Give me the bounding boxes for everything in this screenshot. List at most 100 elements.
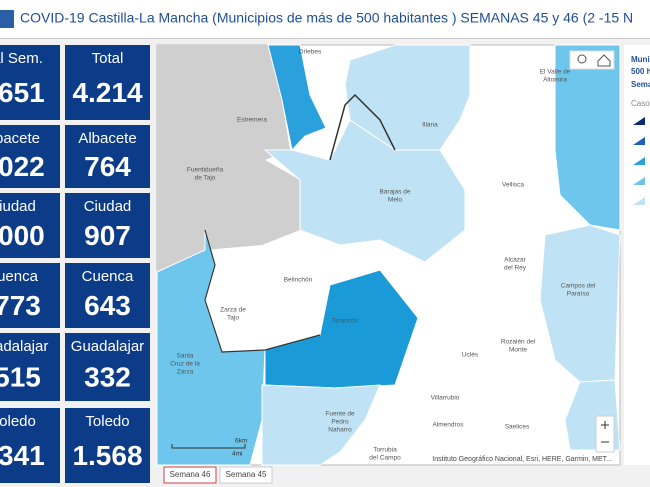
card-label: oledo	[0, 413, 36, 430]
place-label: Belinchón	[284, 277, 313, 284]
card-label: Total	[92, 50, 124, 67]
legend-swatch	[633, 137, 645, 145]
place-label: Driebes	[299, 49, 322, 56]
place-label: Zarza de	[220, 307, 246, 314]
legend-swatch	[633, 177, 645, 185]
header-bar	[0, 0, 650, 38]
legend-swatch	[633, 197, 645, 205]
place-label: Tarancón	[332, 318, 359, 325]
stat-card	[65, 193, 150, 258]
card-value: 764	[84, 151, 131, 182]
card-label: Cuenca	[82, 268, 134, 285]
card-label: uenca	[0, 268, 39, 285]
card-label: al Sem.	[0, 50, 43, 67]
stat-card	[65, 333, 150, 401]
legend-text: Sema	[631, 80, 650, 89]
place-label: Tajo	[227, 315, 239, 322]
legend-panel: Munic 500 h Sema Caso	[624, 45, 650, 465]
card-label: Ciudad	[84, 198, 132, 215]
place-label: Estremera	[237, 117, 267, 124]
place-label: Paraíso	[567, 291, 590, 298]
region-fuente	[261, 384, 381, 466]
card-value: 773	[0, 290, 41, 321]
place-label: Zarza	[177, 369, 194, 376]
card-label: Guadalajar	[71, 338, 144, 355]
place-label: Pedro	[331, 419, 349, 426]
attribution: Instituto Geográfico Nacional, Esri, HER…	[432, 456, 612, 463]
header-title: COVID-19 Castilla-La Mancha (Municipios …	[20, 10, 633, 26]
card-value: .341	[0, 440, 45, 471]
card-label: Albacete	[78, 130, 136, 147]
place-label: Santa	[177, 353, 194, 360]
place-label: Rozalén del	[501, 339, 536, 346]
place-label: Melo	[388, 197, 402, 204]
logo	[0, 10, 14, 28]
place-label: Alcázar	[504, 257, 527, 264]
region-barajas	[263, 119, 466, 263]
place-label: Naharro	[328, 427, 352, 434]
region-gray	[157, 45, 300, 272]
legend-swatch	[633, 117, 645, 125]
place-label: El Valle de	[540, 69, 571, 76]
stat-card	[0, 125, 60, 188]
search-icon[interactable]	[577, 54, 587, 64]
scale-mi: 4mi	[232, 451, 242, 458]
legend-swatch	[633, 157, 645, 165]
place-label: Almendros	[432, 422, 464, 429]
card-value: .651	[0, 77, 45, 108]
region-estremera	[267, 44, 327, 152]
stat-card	[65, 45, 150, 120]
card-label: uadalajar	[0, 338, 48, 355]
place-label: Villarrubio	[431, 395, 460, 402]
zoom-control[interactable]	[595, 415, 615, 453]
legend-text: Caso	[631, 99, 650, 108]
tab[interactable]	[163, 466, 217, 484]
stat-card	[0, 263, 60, 328]
stat-card	[65, 263, 150, 328]
card-label: iudad	[0, 198, 36, 215]
scale-bar	[171, 444, 246, 449]
card-value: .000	[0, 220, 45, 251]
card-value: 4.214	[72, 77, 142, 108]
stat-card	[0, 333, 60, 401]
card-value: 332	[84, 361, 131, 392]
tab-label[interactable]: Semana 46	[170, 470, 211, 479]
place-label: del Rey	[504, 265, 527, 272]
place-label: Saelices	[505, 424, 530, 431]
card-value: 643	[84, 290, 131, 321]
stat-card	[0, 45, 60, 120]
card-value: 1.568	[72, 440, 142, 471]
card-value: 515	[0, 361, 41, 392]
tab[interactable]	[219, 466, 273, 484]
place-label: Cruz de la	[170, 361, 200, 368]
scale-km: 6km	[235, 438, 247, 445]
place-label: Barajas de	[379, 189, 410, 196]
place-label: Campos del	[561, 283, 596, 290]
legend-text: Munic	[631, 55, 650, 64]
place-label: Monte	[509, 347, 527, 354]
legend-bg	[624, 45, 650, 465]
place-label: Vellisca	[502, 182, 524, 189]
legend-text: 500 h	[631, 67, 650, 76]
place-label: Torrubia	[373, 447, 397, 454]
home-icon[interactable]	[597, 54, 611, 67]
stat-card	[65, 408, 150, 483]
stat-card	[0, 408, 60, 483]
place-label: Illana	[422, 122, 438, 129]
card-label: Toledo	[85, 413, 129, 430]
card-value: .022	[0, 151, 45, 182]
border-line	[329, 93, 396, 161]
place-label: de Tajo	[195, 175, 216, 182]
place-label: del Campo	[369, 455, 401, 462]
border-line	[204, 229, 321, 353]
card-label: bacete	[0, 130, 40, 147]
card-value: 907	[84, 220, 131, 251]
stat-card	[0, 193, 60, 258]
place-label: Altomira	[543, 77, 567, 84]
place-label: Uclés	[462, 352, 479, 359]
place-label: Fuente de	[325, 411, 355, 418]
cards: al Sem. .651 bacete .022 iudad .000 uenca 773 ua…	[0, 45, 150, 483]
tab-label[interactable]: Semana 45	[226, 470, 267, 479]
